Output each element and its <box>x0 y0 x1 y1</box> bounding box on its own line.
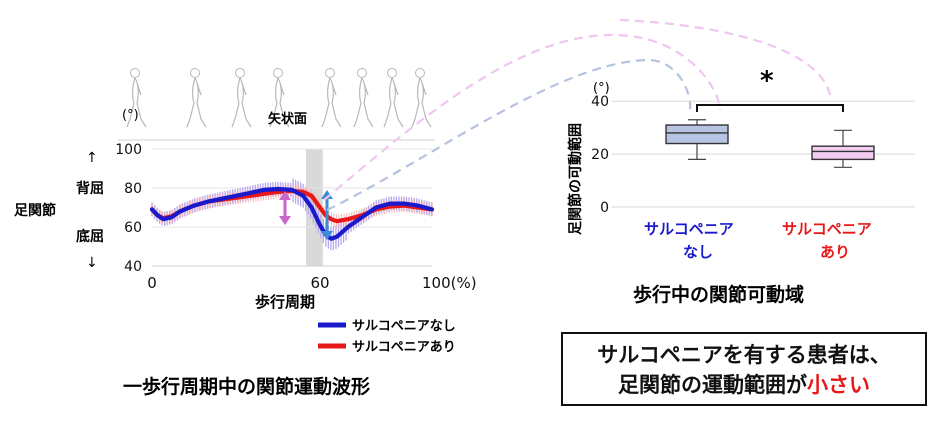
left-caption: 一歩行周期中の関節運動波形 <box>123 375 370 398</box>
significance-star: * <box>760 66 774 96</box>
cat2-line2: あり <box>820 243 850 261</box>
box-marks <box>665 119 875 168</box>
right-y-tick-20: 20 <box>591 147 609 163</box>
left-y-unit: (°) <box>122 108 139 123</box>
left-x-tick-2: 100(%) <box>422 274 477 292</box>
left-x-axis-label: 歩行周期 <box>255 293 315 311</box>
left-x-tick-1: 60 <box>310 274 329 292</box>
right-y-tick-0: 0 <box>600 200 609 216</box>
left-y-tick-80: 80 <box>124 181 142 197</box>
right-caption: 歩行中の関節可動域 <box>633 283 804 306</box>
blue-range-arrow <box>321 190 333 240</box>
sagittal-label: 矢状面 <box>268 111 307 127</box>
walker-figure-8 <box>411 67 432 128</box>
gait-waveform-chart: 100 80 60 40 0 60 100(%) <box>115 142 476 292</box>
cat2-line1: サルコペニア <box>782 220 872 238</box>
walker-figure-2 <box>186 67 207 128</box>
conclusion-line2: 足関節の運動範囲が小さい <box>563 370 925 400</box>
significance-bracket <box>696 104 844 112</box>
plantarflexion-label: 底屈 <box>76 228 104 245</box>
left-x-tick-labels: 0 60 100(%) <box>147 274 476 292</box>
red-range-arrow <box>279 191 291 225</box>
legend-label-no-sarcopenia: サルコペニアなし <box>352 319 456 334</box>
legend-item-no-sarcopenia: サルコペニアなし <box>318 319 456 334</box>
conclusion-line1: サルコペニアを有する患者は、 <box>597 343 891 367</box>
walker-figure-6 <box>353 67 374 128</box>
connector-red-dashed <box>323 33 722 201</box>
right-y-unit: (°) <box>593 81 610 96</box>
cat1-line2: なし <box>683 243 713 261</box>
left-y-tick-60: 60 <box>124 220 142 236</box>
legend: サルコペニアなし サルコペニアあり <box>318 319 456 355</box>
rom-boxplot: 40 20 0 <box>591 94 915 216</box>
right-y-tick-40: 40 <box>591 94 609 110</box>
up-arrow-icon: ↑ <box>86 150 98 166</box>
dorsiflexion-label: 背屈 <box>76 180 104 197</box>
left-y-tick-40: 40 <box>124 259 142 275</box>
joint-label: 足関節 <box>14 202 56 219</box>
walker-figure-5 <box>321 67 342 128</box>
legend-label-sarcopenia: サルコペニアあり <box>352 340 456 355</box>
series-line-no-sarcopenia <box>149 186 435 241</box>
left-x-tick-0: 0 <box>147 274 157 292</box>
right-y-axis-label: 足関節の可動範囲 <box>567 123 584 235</box>
connector-red-dashed-end <box>619 18 832 96</box>
connector-blue-dashed <box>326 58 692 211</box>
left-y-tick-100: 100 <box>115 142 142 158</box>
down-arrow-icon: ↓ <box>86 255 98 271</box>
legend-item-sarcopenia: サルコペニアあり <box>318 340 456 355</box>
walker-figure-7 <box>383 67 404 128</box>
walker-figure-3 <box>231 67 252 128</box>
cat1-line1: サルコペニア <box>644 220 734 238</box>
box-body-2 <box>811 145 875 161</box>
conclusion-line2-prefix: 足関節の運動範囲が <box>618 373 807 397</box>
conclusion-box: サルコペニアを有する患者は、 足関節の運動範囲が小さい <box>561 332 927 406</box>
conclusion-highlight: 小さい <box>807 373 870 397</box>
left-y-tick-labels: 100 80 60 40 <box>115 142 142 275</box>
box-body-1 <box>665 124 729 145</box>
right-y-tick-labels: 40 20 0 <box>591 94 609 216</box>
series-lines <box>149 186 435 241</box>
toe-off-shaded-region <box>306 149 323 266</box>
